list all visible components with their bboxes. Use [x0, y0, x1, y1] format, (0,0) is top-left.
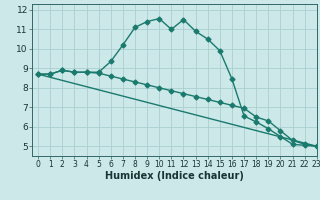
X-axis label: Humidex (Indice chaleur): Humidex (Indice chaleur) — [105, 171, 244, 181]
